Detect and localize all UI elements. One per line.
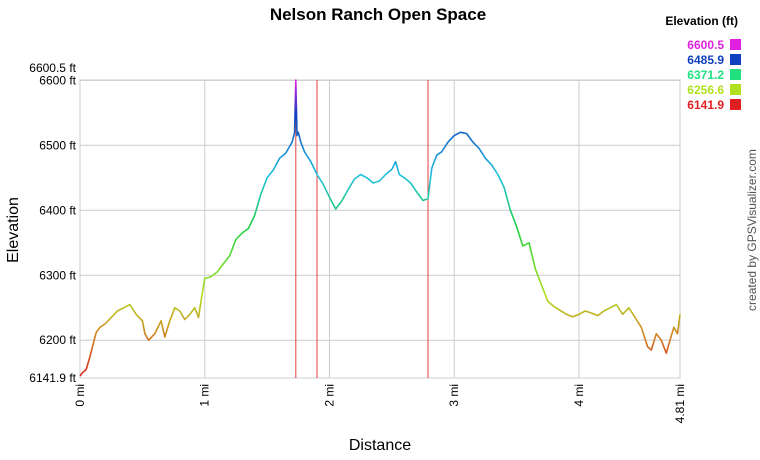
legend: Elevation (ft) 6600.56485.96371.26256.66… (665, 14, 741, 112)
y-tick-label: 6300 ft (39, 268, 76, 282)
credit-text: created by GPSVisualizer.com (745, 149, 759, 311)
x-tick-label: 1 mi (198, 384, 212, 407)
plot-area (79, 79, 681, 379)
x-tick-label: 2 mi (322, 384, 336, 407)
legend-swatch (730, 39, 741, 50)
elevation-line (79, 79, 681, 377)
y-tick-label: 6400 ft (39, 203, 76, 217)
legend-value: 6256.6 (687, 83, 724, 97)
y-tick-label: 6141.9 ft (29, 371, 76, 385)
legend-value: 6141.9 (687, 98, 724, 112)
chart-title: Nelson Ranch Open Space (270, 5, 486, 24)
legend-value: 6485.9 (687, 53, 724, 67)
x-tick-label: 3 mi (447, 384, 461, 407)
x-axis-ticks: 0 mi 1 mi 2 mi 3 mi 4 mi 4.81 mi (73, 384, 687, 423)
legend-value: 6371.2 (687, 68, 724, 82)
y-tick-label: 6600 ft (39, 73, 76, 87)
legend-swatch (730, 54, 741, 65)
elevation-profile (79, 79, 681, 377)
x-tick-label: 0 mi (73, 384, 87, 407)
legend-swatch (730, 99, 741, 110)
grid-lines (79, 79, 681, 379)
y-axis-label: Elevation (5, 197, 22, 263)
x-tick-label: 4.81 mi (673, 384, 687, 423)
legend-swatch (730, 69, 741, 80)
y-tick-label: 6200 ft (39, 333, 76, 347)
y-tick-label: 6600.5 ft (29, 61, 76, 75)
x-tick-label: 4 mi (572, 384, 586, 407)
legend-value: 6600.5 (687, 38, 724, 52)
legend-title: Elevation (ft) (665, 14, 738, 28)
waypoint-markers (295, 80, 429, 378)
x-axis-label: Distance (349, 437, 411, 454)
y-tick-label: 6500 ft (39, 138, 76, 152)
legend-swatch (730, 84, 741, 95)
